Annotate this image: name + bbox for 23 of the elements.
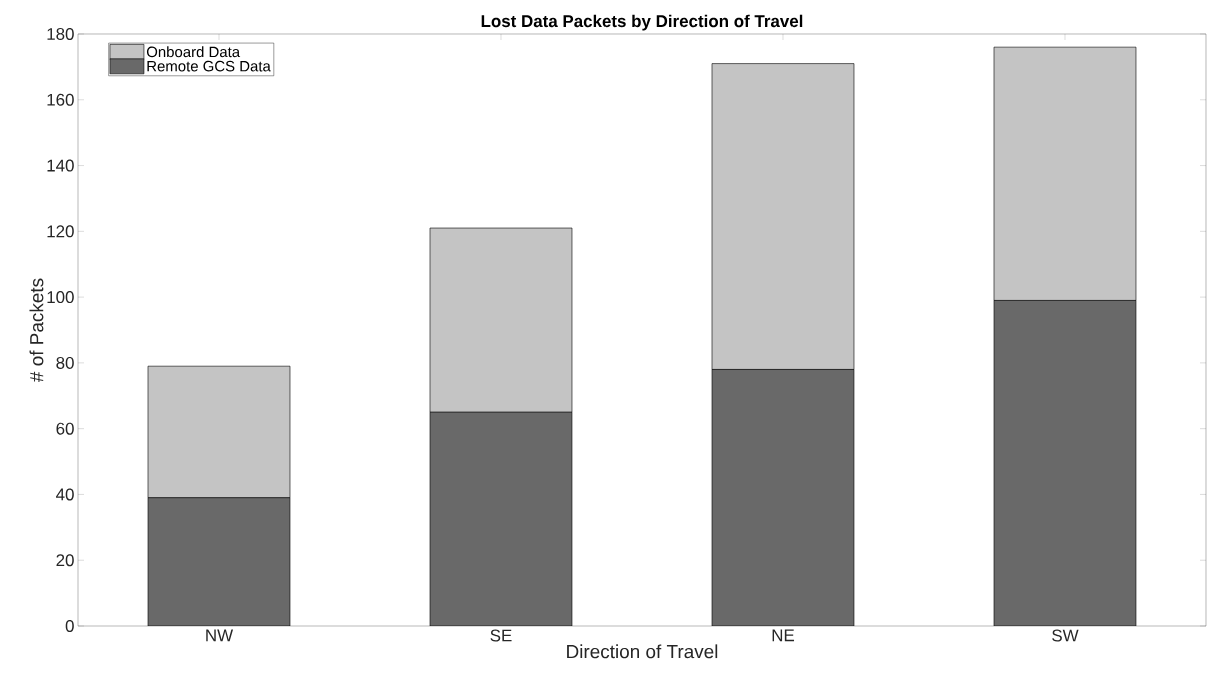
y-tick-label: 100: [47, 291, 74, 304]
x-tick-label: SW: [1052, 629, 1079, 642]
y-tick-label: 120: [47, 225, 74, 238]
x-tick-label: NE: [772, 629, 795, 642]
x-axis-title: Direction of Travel: [567, 644, 718, 659]
bar: [711, 369, 855, 626]
y-tick-label: 180: [47, 28, 74, 40]
y-tick-label: 140: [47, 159, 74, 172]
bar: [147, 497, 291, 626]
y-tick-label: 40: [56, 488, 74, 501]
y-tick-label: 160: [47, 93, 74, 106]
x-tick-label: NW: [206, 629, 234, 642]
bar: [993, 300, 1137, 626]
x-tick-label: SE: [490, 629, 512, 642]
legend-label: Remote GCS Data: [147, 60, 271, 72]
y-axis-title: # of Packets: [29, 278, 44, 382]
bar: [429, 411, 573, 626]
y-tick-label: 0: [65, 620, 74, 632]
chart-title: Lost Data Packets by Direction of Travel: [481, 14, 803, 31]
y-tick-label: 80: [56, 356, 74, 369]
y-tick-label: 20: [56, 554, 74, 567]
y-tick-label: 60: [56, 422, 74, 435]
legend-label: Onboard Data: [146, 46, 241, 58]
